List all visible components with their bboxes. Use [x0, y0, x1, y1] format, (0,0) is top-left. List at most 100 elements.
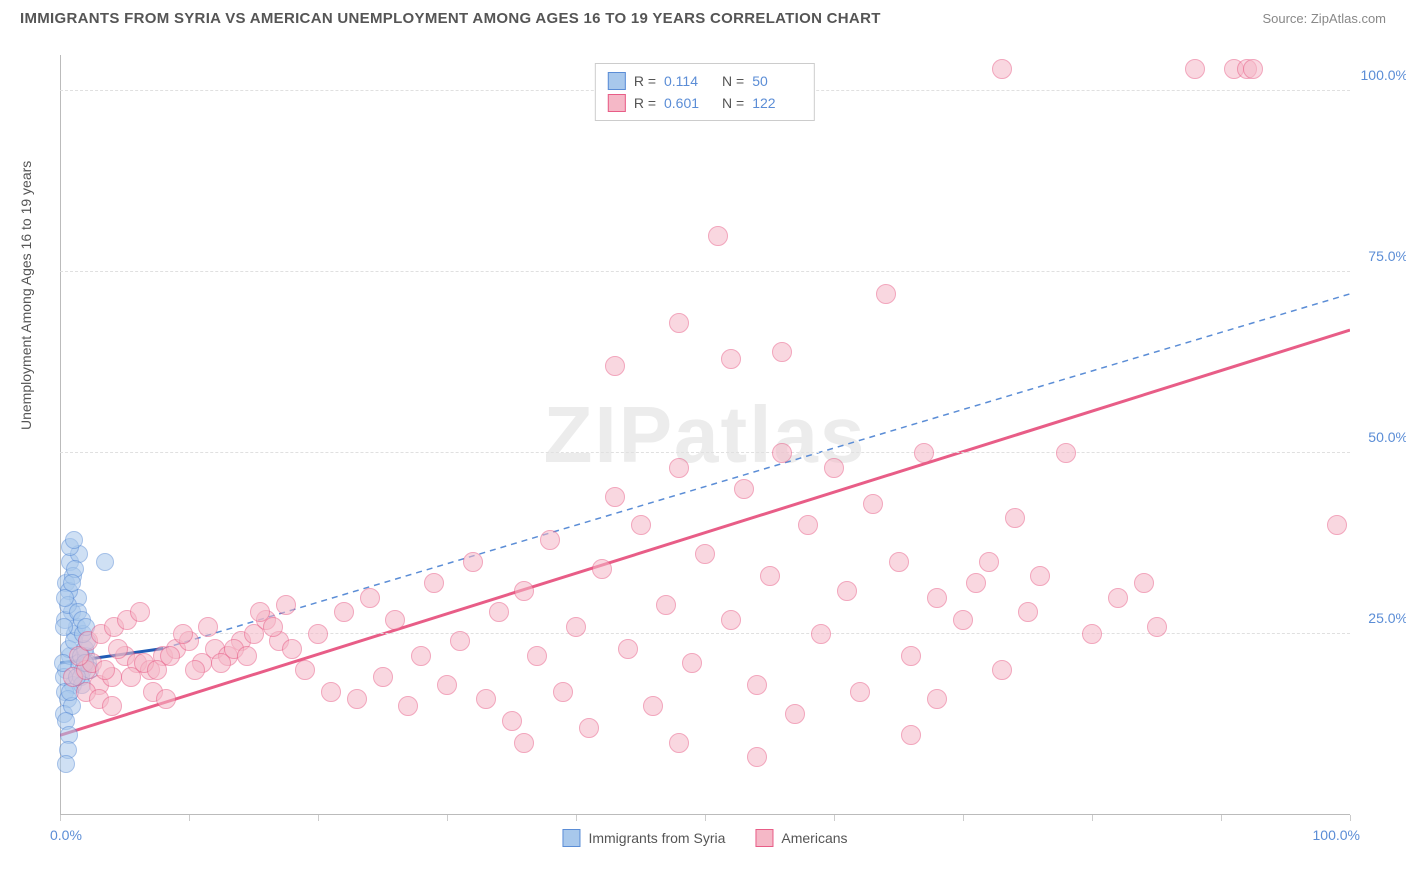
data-point: [347, 689, 367, 709]
legend-swatch: [755, 829, 773, 847]
data-point: [618, 639, 638, 659]
data-point: [1243, 59, 1263, 79]
plot-region: ZIPatlas 25.0%50.0%75.0%100.0%: [60, 55, 1350, 815]
data-point: [360, 588, 380, 608]
x-tick: [447, 815, 448, 821]
data-point: [282, 639, 302, 659]
legend-label: Americans: [781, 830, 847, 846]
data-point: [682, 653, 702, 673]
x-tick: [576, 815, 577, 821]
data-point: [65, 531, 83, 549]
data-point: [1134, 573, 1154, 593]
x-tick: [1092, 815, 1093, 821]
data-point: [901, 646, 921, 666]
data-point: [811, 624, 831, 644]
x-tick: [705, 815, 706, 821]
n-label: N =: [722, 73, 744, 89]
data-point: [901, 725, 921, 745]
data-point: [156, 689, 176, 709]
legend-item: Immigrants from Syria: [562, 829, 725, 847]
data-point: [489, 602, 509, 622]
data-point: [476, 689, 496, 709]
x-min-label: 0.0%: [50, 827, 82, 843]
data-point: [308, 624, 328, 644]
chart-area: ZIPatlas 25.0%50.0%75.0%100.0% R = 0.114 N…: [60, 55, 1350, 815]
data-point: [669, 313, 689, 333]
data-point: [57, 755, 75, 773]
data-point: [734, 479, 754, 499]
data-point: [669, 733, 689, 753]
data-point: [185, 660, 205, 680]
data-point: [992, 59, 1012, 79]
data-point: [605, 356, 625, 376]
data-point: [108, 639, 128, 659]
data-point: [953, 610, 973, 630]
data-point: [398, 696, 418, 716]
data-point: [55, 618, 73, 636]
data-point: [1005, 508, 1025, 528]
r-label: R =: [634, 73, 656, 89]
data-point: [966, 573, 986, 593]
header: IMMIGRANTS FROM SYRIA VS AMERICAN UNEMPL…: [0, 0, 1406, 32]
data-point: [540, 530, 560, 550]
data-point: [1030, 566, 1050, 586]
data-point: [566, 617, 586, 637]
data-point: [1327, 515, 1347, 535]
data-point: [889, 552, 909, 572]
n-value: 50: [752, 73, 802, 89]
data-point: [850, 682, 870, 702]
data-point: [1185, 59, 1205, 79]
n-label: N =: [722, 95, 744, 111]
data-point: [631, 515, 651, 535]
data-point: [321, 682, 341, 702]
x-tick: [189, 815, 190, 821]
data-point: [669, 458, 689, 478]
data-point: [914, 443, 934, 463]
legend-swatch: [608, 94, 626, 112]
data-point: [579, 718, 599, 738]
data-point: [95, 660, 115, 680]
data-point: [424, 573, 444, 593]
x-tick: [318, 815, 319, 821]
x-tick: [834, 815, 835, 821]
data-point: [160, 646, 180, 666]
data-point: [276, 595, 296, 615]
data-point: [747, 675, 767, 695]
data-point: [721, 610, 741, 630]
data-point: [708, 226, 728, 246]
data-point: [656, 595, 676, 615]
data-point: [643, 696, 663, 716]
x-tick: [1350, 815, 1351, 821]
data-point: [437, 675, 457, 695]
data-point: [1056, 443, 1076, 463]
n-value: 122: [752, 95, 802, 111]
legend-swatch: [562, 829, 580, 847]
legend-correlation: R = 0.114 N = 50 R = 0.601 N = 122: [595, 63, 815, 121]
r-value: 0.601: [664, 95, 714, 111]
data-point: [785, 704, 805, 724]
data-point: [927, 689, 947, 709]
x-tick: [963, 815, 964, 821]
y-axis-label: Unemployment Among Ages 16 to 19 years: [18, 161, 34, 430]
data-point: [102, 696, 122, 716]
data-point: [295, 660, 315, 680]
data-point: [198, 617, 218, 637]
r-label: R =: [634, 95, 656, 111]
data-point: [502, 711, 522, 731]
data-point: [695, 544, 715, 564]
trend-lines: [60, 55, 1350, 815]
data-point: [527, 646, 547, 666]
y-tick-label: 25.0%: [1368, 610, 1406, 626]
chart-title: IMMIGRANTS FROM SYRIA VS AMERICAN UNEMPL…: [20, 10, 881, 27]
data-point: [514, 581, 534, 601]
data-point: [173, 624, 193, 644]
data-point: [1018, 602, 1038, 622]
data-point: [721, 349, 741, 369]
data-point: [96, 553, 114, 571]
r-value: 0.114: [664, 73, 714, 89]
data-point: [992, 660, 1012, 680]
data-point: [1147, 617, 1167, 637]
data-point: [824, 458, 844, 478]
data-point: [592, 559, 612, 579]
legend-label: Immigrants from Syria: [588, 830, 725, 846]
